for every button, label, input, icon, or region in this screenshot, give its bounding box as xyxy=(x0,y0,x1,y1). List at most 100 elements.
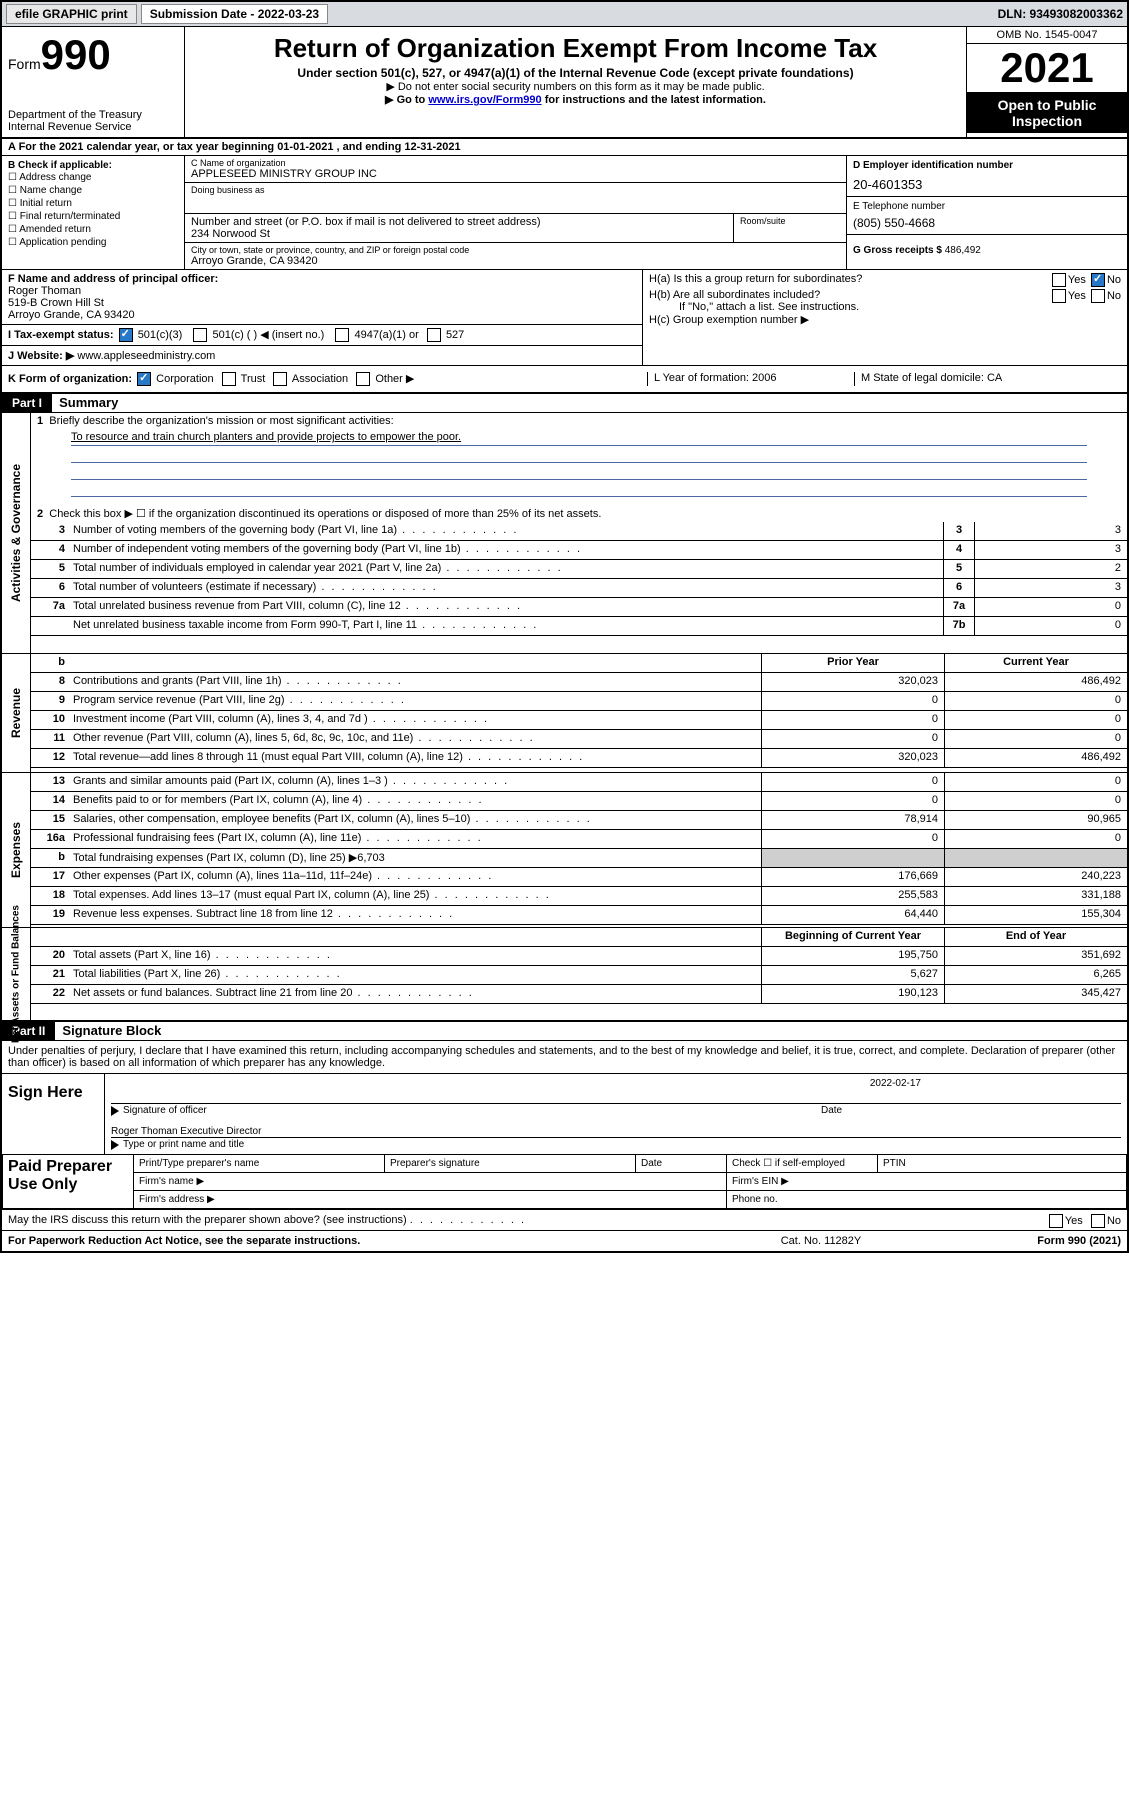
discuss-yes[interactable] xyxy=(1049,1214,1063,1228)
line-desc: Professional fundraising fees (Part IX, … xyxy=(69,830,761,848)
addr-value: 234 Norwood St xyxy=(191,228,727,240)
line-num: 10 xyxy=(31,711,69,729)
ein-value: 20-4601353 xyxy=(853,171,1121,192)
data-line: 12 Total revenue—add lines 8 through 11 … xyxy=(31,749,1127,768)
prep-sig-label: Preparer's signature xyxy=(385,1155,636,1173)
chk-address-change[interactable]: ☐ Address change xyxy=(8,171,178,184)
line-prior: 0 xyxy=(761,692,944,710)
irs-label: Internal Revenue Service xyxy=(8,121,178,133)
line-box: 4 xyxy=(943,541,974,559)
chk-527[interactable] xyxy=(427,328,441,342)
line-desc: Contributions and grants (Part VIII, lin… xyxy=(69,673,761,691)
section-net-assets: Net Assets or Fund Balances Beginning of… xyxy=(2,927,1127,1020)
line-prior: 0 xyxy=(761,711,944,729)
data-line: 10 Investment income (Part VIII, column … xyxy=(31,711,1127,730)
line-num: 13 xyxy=(31,773,69,791)
fgh-left: F Name and address of principal officer:… xyxy=(2,270,643,365)
chk-initial-return[interactable]: ☐ Initial return xyxy=(8,197,178,210)
line-curr: 351,692 xyxy=(944,947,1127,965)
hb-no[interactable] xyxy=(1091,289,1105,303)
gov-line: 5 Total number of individuals employed i… xyxy=(31,560,1127,579)
prep-date-label: Date xyxy=(636,1155,727,1173)
line-prior: 0 xyxy=(761,792,944,810)
line-desc: Total assets (Part X, line 16) xyxy=(69,947,761,965)
arrow-icon xyxy=(111,1106,119,1116)
chk-trust[interactable] xyxy=(222,372,236,386)
form-title: Return of Organization Exempt From Incom… xyxy=(191,33,960,64)
sig-name-label: Type or print name and title xyxy=(123,1139,244,1150)
line-num: 19 xyxy=(31,906,69,924)
chk-other[interactable] xyxy=(356,372,370,386)
tel-value: (805) 550-4668 xyxy=(853,212,1121,230)
chk-501c[interactable] xyxy=(193,328,207,342)
line-desc: Total unrelated business revenue from Pa… xyxy=(69,598,943,616)
line-curr: 0 xyxy=(944,711,1127,729)
line-box: 5 xyxy=(943,560,974,578)
dept-label: Department of the Treasury xyxy=(8,109,178,121)
gov-line: 4 Number of independent voting members o… xyxy=(31,541,1127,560)
line-prior: 320,023 xyxy=(761,749,944,767)
row-a-tax-year: A For the 2021 calendar year, or tax yea… xyxy=(2,139,1127,156)
hb-label: H(b) Are all subordinates included? xyxy=(649,289,820,301)
row-k: K Form of organization: Corporation Trus… xyxy=(2,366,1127,394)
data-line: 21 Total liabilities (Part X, line 26) 5… xyxy=(31,966,1127,985)
chk-501c3[interactable] xyxy=(119,328,133,342)
data-line: 20 Total assets (Part X, line 16) 195,75… xyxy=(31,947,1127,966)
line-prior: 78,914 xyxy=(761,811,944,829)
prep-ptin-label: PTIN xyxy=(878,1155,1127,1173)
chk-name-change[interactable]: ☐ Name change xyxy=(8,184,178,197)
form990-link[interactable]: www.irs.gov/Form990 xyxy=(428,94,541,106)
footer-mid: Cat. No. 11282Y xyxy=(721,1235,921,1247)
discuss-no[interactable] xyxy=(1091,1214,1105,1228)
addr-label: Number and street (or P.O. box if mail i… xyxy=(191,216,727,228)
line-val: 3 xyxy=(974,522,1127,540)
data-line: 8 Contributions and grants (Part VIII, l… xyxy=(31,673,1127,692)
line-curr: 345,427 xyxy=(944,985,1127,1003)
chk-app-pending[interactable]: ☐ Application pending xyxy=(8,236,178,249)
exp-b-grey2 xyxy=(944,849,1127,867)
gov-line: 7a Total unrelated business revenue from… xyxy=(31,598,1127,617)
chk-assoc[interactable] xyxy=(273,372,287,386)
sig-date-value: 2022-02-17 xyxy=(111,1078,1121,1089)
line-curr: 0 xyxy=(944,830,1127,848)
line-curr: 0 xyxy=(944,773,1127,791)
org-name: APPLESEED MINISTRY GROUP INC xyxy=(191,168,840,180)
footer: For Paperwork Reduction Act Notice, see … xyxy=(2,1230,1127,1251)
ha-no[interactable] xyxy=(1091,273,1105,287)
line-num: 9 xyxy=(31,692,69,710)
line-desc: Net unrelated business taxable income fr… xyxy=(69,617,943,635)
dln-label: DLN: 93493082003362 xyxy=(998,7,1123,21)
chk-corp[interactable] xyxy=(137,372,151,386)
q2-label: Check this box ▶ ☐ if the organization d… xyxy=(49,508,601,520)
line-num: 4 xyxy=(31,541,69,559)
mission-blank-3 xyxy=(71,482,1087,497)
chk-final-return[interactable]: ☐ Final return/terminated xyxy=(8,210,178,223)
m-state: M State of legal domicile: CA xyxy=(854,372,1121,386)
col-b-checkboxes: B Check if applicable: ☐ Address change … xyxy=(2,156,185,269)
line-prior: 0 xyxy=(761,730,944,748)
firm-ein-label: Firm's EIN ▶ xyxy=(727,1173,1127,1191)
line-num: 7a xyxy=(31,598,69,616)
line-curr: 0 xyxy=(944,792,1127,810)
part1-label: Part I xyxy=(2,394,52,412)
hdr-curr: Current Year xyxy=(944,654,1127,672)
chk-amended[interactable]: ☐ Amended return xyxy=(8,223,178,236)
line-num: 21 xyxy=(31,966,69,984)
hb-yes[interactable] xyxy=(1052,289,1066,303)
chk-4947[interactable] xyxy=(335,328,349,342)
line-desc: Net assets or fund balances. Subtract li… xyxy=(69,985,761,1003)
line-val: 3 xyxy=(974,579,1127,597)
col-d: D Employer identification number 20-4601… xyxy=(847,156,1127,269)
subtitle-2b-post: for instructions and the latest informat… xyxy=(542,94,766,106)
line-box: 6 xyxy=(943,579,974,597)
city-label: City or town, state or province, country… xyxy=(191,245,840,255)
ha-yes[interactable] xyxy=(1052,273,1066,287)
j-label: J Website: ▶ xyxy=(8,350,74,362)
section-expenses: Expenses 13 Grants and similar amounts p… xyxy=(2,772,1127,927)
line-box: 7b xyxy=(943,617,974,635)
hdr-end: End of Year xyxy=(944,928,1127,946)
line-num: 17 xyxy=(31,868,69,886)
line-val: 3 xyxy=(974,541,1127,559)
rev-header-row: b Prior Year Current Year xyxy=(31,654,1127,673)
part1-title: Summary xyxy=(55,393,122,412)
